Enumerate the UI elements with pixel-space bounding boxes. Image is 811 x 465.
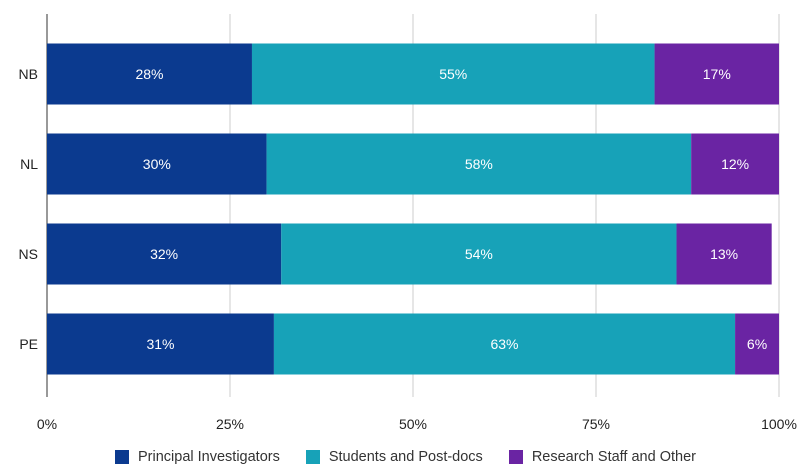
- data-label: 32%: [150, 246, 178, 262]
- x-tick-label: 100%: [761, 416, 797, 432]
- legend-swatch: [508, 450, 523, 464]
- category-label: NB: [19, 66, 38, 82]
- legend: Principal Investigators Students and Post…: [0, 449, 811, 465]
- data-label: 54%: [465, 246, 493, 262]
- x-tick-label: 75%: [582, 416, 610, 432]
- data-label: 17%: [703, 66, 731, 82]
- legend-label: Principal Investigators: [138, 449, 280, 465]
- bar-nl-series-1: [266, 133, 692, 195]
- x-tick-label: 25%: [216, 416, 244, 432]
- legend-swatch: [115, 450, 129, 464]
- data-label: 30%: [143, 156, 171, 172]
- legend-label: Students and Post-docs: [328, 449, 483, 465]
- legend-swatch: [305, 450, 320, 464]
- data-label: 6%: [747, 336, 767, 352]
- bar-nb-series-1: [251, 43, 655, 105]
- bar-nb-series-0: [47, 43, 252, 105]
- data-label: 63%: [490, 336, 518, 352]
- category-label: NL: [20, 156, 38, 172]
- legend-item: Principal Investigators: [115, 449, 280, 465]
- bar-nb-series-2: [654, 43, 779, 105]
- bar-ns-series-0: [47, 223, 282, 285]
- data-label: 28%: [135, 66, 163, 82]
- bar-ns-series-2: [676, 223, 772, 285]
- bar-nl-series-0: [47, 133, 267, 195]
- data-label: 13%: [710, 246, 738, 262]
- x-tick-label: 0%: [37, 416, 57, 432]
- data-label: 58%: [465, 156, 493, 172]
- bar-ns-series-1: [281, 223, 677, 285]
- bars: 28% 55% 17% 30% 58% 12% 32% 54% 13% 31% 63% 6%: [47, 43, 779, 375]
- data-label: 55%: [439, 66, 467, 82]
- legend-item: Students and Post-docs: [305, 449, 483, 465]
- category-labels: NB NL NS PE: [19, 66, 39, 352]
- legend-item: Research Staff and Other: [508, 449, 696, 465]
- bar-pe-series-0: [47, 313, 274, 375]
- x-tick-label: 50%: [399, 416, 427, 432]
- x-tick-labels: 0% 25% 50% 75% 100%: [37, 416, 797, 432]
- data-label: 31%: [146, 336, 174, 352]
- category-label: PE: [19, 336, 38, 352]
- legend-label: Research Staff and Other: [531, 449, 696, 465]
- category-label: NS: [19, 246, 38, 262]
- bar-nl-series-2: [691, 133, 779, 195]
- bar-pe-series-1: [273, 313, 736, 375]
- bar-pe-series-2: [735, 313, 779, 375]
- data-label: 12%: [721, 156, 749, 172]
